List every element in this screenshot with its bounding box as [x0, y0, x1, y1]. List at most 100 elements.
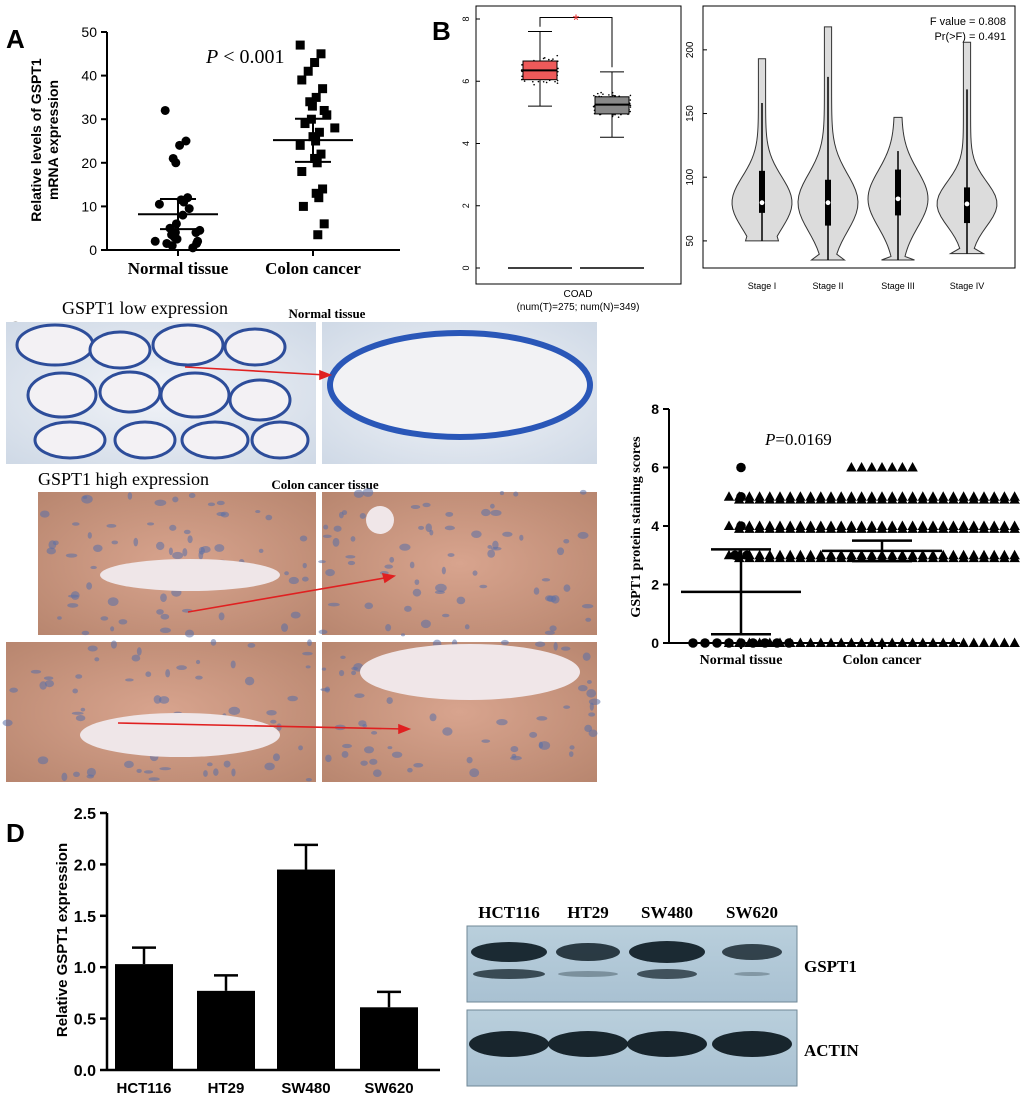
panel-c-point-cancer — [897, 494, 908, 504]
ihc-nucleus — [124, 760, 134, 769]
panel-c-point-cancer — [978, 494, 990, 504]
panel-b-jitter-dot — [542, 57, 545, 60]
ihc-low-zoom-gland — [327, 330, 593, 440]
western-blot-band-gspt1 — [471, 942, 547, 962]
ihc-nucleus — [106, 523, 117, 528]
panel-c-ytick-label: 6 — [651, 460, 659, 476]
ihc-nucleus — [538, 741, 544, 749]
panel-a-point-cancer — [316, 149, 326, 159]
ihc-nucleus — [529, 731, 538, 738]
panel-c-point-cancer — [744, 523, 755, 533]
ihc-nucleus — [118, 619, 128, 625]
ihc-nucleus — [568, 751, 574, 758]
panel-c-point-cancer — [989, 523, 1000, 533]
panel-c-pvalue-rest: =0.0169 — [775, 430, 831, 449]
ihc-nucleus — [159, 627, 171, 634]
panel-b-jitter-dot — [521, 70, 523, 73]
ihc-nucleus — [86, 582, 93, 590]
panel-b-jitter-dot — [532, 80, 534, 83]
panel-a-point-cancer — [318, 84, 328, 94]
ihc-nucleus — [332, 537, 340, 547]
ihc-nucleus — [420, 619, 431, 629]
panel-b-violin-ytick-label: 150 — [685, 105, 696, 122]
panel-b-boxplot: 0 2 4 6 8 * COAD (num(T)=275; num(N)=349) — [461, 5, 682, 313]
ihc-nucleus — [350, 536, 356, 542]
ihc-nucleus — [412, 588, 422, 597]
panel-a-point-cancer — [298, 201, 308, 211]
panel-b-jitter-dot — [554, 80, 556, 83]
panel-c-point-cancer — [764, 637, 775, 647]
ihc-nucleus — [391, 751, 403, 758]
ihc-nucleus — [165, 669, 171, 678]
panel-a-ytick-label: 0 — [89, 242, 97, 258]
ihc-nucleus — [510, 746, 519, 753]
ihc-nucleus — [195, 675, 203, 680]
panel-b-significance-bracket — [539, 16, 613, 68]
panel-c-point-cancer — [927, 494, 939, 504]
western-blot-band-actin — [712, 1031, 792, 1057]
panel-c-point-cancer — [948, 637, 959, 647]
panel-b-fvalue: F value = 0.808 — [930, 16, 1006, 28]
ihc-nucleus — [290, 611, 301, 619]
western-blot-band-actin — [627, 1031, 707, 1057]
ihc-nucleus — [435, 583, 447, 593]
panel-c-point-cancer — [754, 494, 765, 504]
western-blot-band-gspt1-lower — [734, 972, 770, 976]
ihc-nucleus — [589, 702, 594, 711]
ihc-nucleus — [487, 549, 496, 558]
ihc-nucleus — [37, 756, 49, 765]
panel-b-violin-ytick-label: 50 — [685, 235, 696, 247]
panel-c-point-cancer — [795, 552, 806, 563]
panel-c-ylabel: GSPT1 protein staining scores — [629, 436, 644, 618]
panel-a-xlabel-normal: Normal tissue — [128, 259, 229, 278]
panel-a-point-normal — [188, 243, 198, 253]
panel-a-point-normal — [172, 234, 182, 244]
panel-c-xlabel-cancer: Colon cancer — [843, 653, 922, 668]
panel-letter-d: D — [6, 818, 25, 848]
ihc-nucleus — [67, 603, 79, 608]
panel-c-xlabel-normal: Normal tissue — [700, 653, 783, 668]
panel-b-jitter-dot — [629, 104, 632, 107]
panel-a-ytick-label: 50 — [81, 24, 97, 40]
ihc-nucleus — [333, 525, 342, 532]
ihc-nucleus — [305, 778, 312, 782]
ihc-nucleus — [563, 539, 570, 544]
ihc-high-lumen — [360, 644, 580, 700]
panel-b-jitter-dot — [556, 82, 559, 84]
panel-b-box-ytick-label: 6 — [461, 79, 471, 84]
ihc-nucleus — [86, 767, 96, 777]
ihc-nucleus — [513, 491, 519, 497]
ihc-nucleus — [87, 532, 92, 539]
panel-c-point-cancer — [1009, 552, 1020, 563]
ihc-nucleus — [86, 774, 95, 779]
panel-a-xlabel-cancer: Colon cancer — [265, 259, 361, 278]
ihc-nucleus — [305, 665, 311, 669]
panel-b-jitter-dot — [520, 78, 523, 81]
panel-c-point-cancer — [887, 462, 898, 472]
panel-d-ytick-label: 1.0 — [74, 960, 96, 977]
panel-b-violin-frame — [702, 5, 1016, 269]
panel-b-jitter-dot — [521, 69, 523, 71]
panel-c-point-cancer — [815, 494, 826, 504]
panel-a-point-cancer — [295, 40, 305, 50]
panel-b-box-ytick-label: 0 — [461, 265, 471, 270]
ihc-nucleus — [184, 629, 195, 638]
panel-c-point-cancer — [1009, 494, 1020, 504]
ihc-nucleus — [351, 670, 357, 676]
ihc-low-gland — [98, 370, 162, 414]
panel-a-point-normal — [191, 228, 201, 238]
ihc-nucleus — [188, 492, 196, 499]
western-blot-band-actin — [469, 1031, 549, 1057]
panel-c-point-cancer — [978, 552, 990, 563]
panel-d-bar — [277, 869, 335, 1070]
ihc-nucleus — [30, 669, 42, 674]
ihc-nucleus — [272, 753, 280, 762]
ihc-nucleus — [360, 760, 368, 766]
ihc-nucleus — [481, 508, 491, 517]
panel-a-point-cancer — [295, 140, 305, 150]
panel-a-point-cancer — [322, 110, 332, 120]
ihc-nucleus — [158, 696, 170, 704]
panel-c-point-cancer — [1009, 637, 1020, 647]
panel-c-point-cancer — [989, 494, 1000, 504]
panel-c-point-cancer — [795, 523, 806, 533]
